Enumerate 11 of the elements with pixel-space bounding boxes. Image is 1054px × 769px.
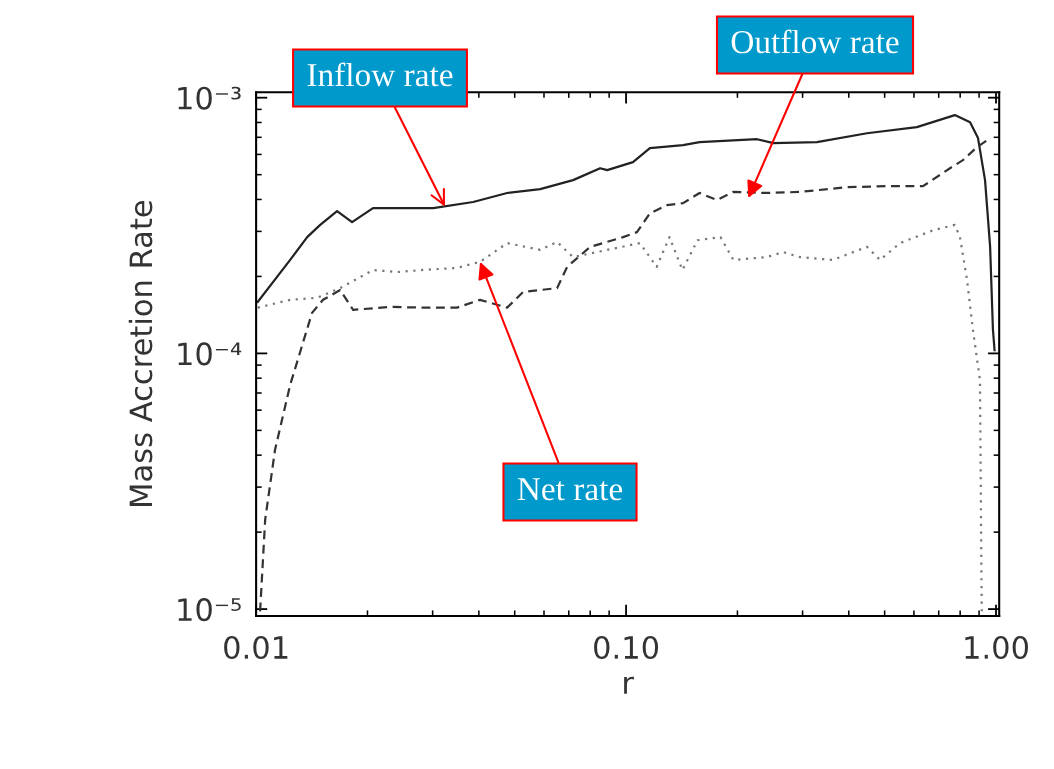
y-tick-label: 10⁻⁵ [178, 598, 241, 622]
y-tick-label: 10⁻³ [178, 86, 241, 110]
x-tick-label: 1.00 [965, 635, 1028, 660]
annotation: Inflow rate [307, 62, 453, 87]
x-tick-label: 0.10 [594, 635, 659, 660]
annotation: Net rate [517, 478, 623, 501]
y-axis-title: Mass Accretion Rate [128, 200, 153, 506]
x-axis-title: r [624, 676, 634, 694]
annotation: Outflow rate [731, 29, 899, 54]
y-tick-label: 10⁻⁴ [178, 342, 242, 366]
x-tick-label: 0.01 [224, 635, 288, 660]
